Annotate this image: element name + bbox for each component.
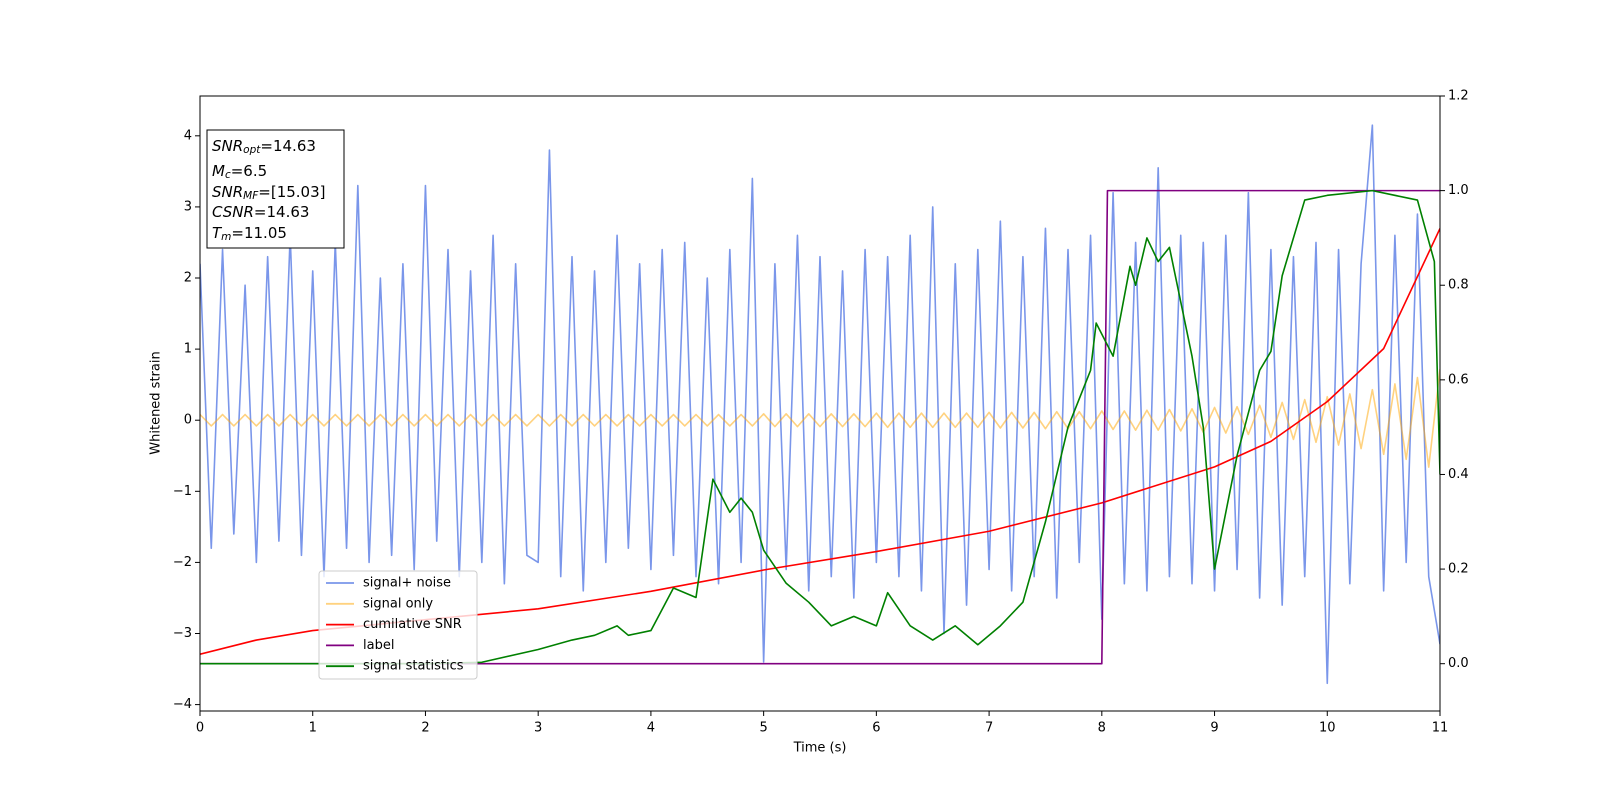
annotation-base: CSNR bbox=[212, 203, 254, 221]
y2-tick-label: 0.6 bbox=[1448, 372, 1469, 387]
legend-label: label bbox=[363, 638, 394, 653]
y-tick-label: 1 bbox=[184, 342, 192, 357]
x-tick-label: 11 bbox=[1432, 721, 1449, 736]
annotation-rest: =[15.03] bbox=[258, 183, 325, 201]
y-axis-label: Whitened strain bbox=[149, 351, 164, 454]
annotation-sub: opt bbox=[243, 144, 261, 156]
x-tick-label: 3 bbox=[534, 721, 542, 736]
series-line bbox=[200, 189, 1440, 665]
y-tick-label: 0 bbox=[184, 413, 192, 428]
x-tick-label: 10 bbox=[1319, 721, 1336, 736]
y2-tick-label: 0.4 bbox=[1448, 467, 1469, 482]
x-tick-label: 2 bbox=[421, 721, 429, 736]
y2-tick-label: 0.8 bbox=[1448, 278, 1469, 293]
annotation-line: CSNR=14.63 bbox=[212, 203, 309, 221]
y2-tick-label: 0.2 bbox=[1448, 562, 1469, 577]
annotation-rest: =11.05 bbox=[231, 224, 287, 242]
annotation-sub: m bbox=[221, 231, 231, 243]
annotation-base: SNR bbox=[212, 137, 243, 155]
legend-label: signal+ noise bbox=[363, 576, 451, 591]
y-tick-label: −4 bbox=[173, 697, 192, 712]
y-tick-label: 3 bbox=[184, 199, 192, 214]
annotation-sub: MF bbox=[243, 190, 259, 202]
x-tick-label: 8 bbox=[1098, 721, 1106, 736]
y-tick-label: 2 bbox=[184, 271, 192, 286]
annotation-rest: =6.5 bbox=[231, 162, 267, 180]
legend-box bbox=[318, 570, 478, 680]
x-tick-label: 6 bbox=[872, 721, 880, 736]
axes-frame bbox=[199, 95, 1441, 712]
y-tick-label: −2 bbox=[173, 555, 192, 570]
annotation-rest: =14.63 bbox=[260, 137, 316, 155]
x-tick-label: 7 bbox=[985, 721, 993, 736]
y-tick-label: −1 bbox=[173, 484, 192, 499]
annotation-base: M bbox=[212, 162, 225, 180]
y-tick-label: 4 bbox=[184, 128, 192, 143]
annotation-sub: c bbox=[225, 169, 231, 181]
legend-label: signal statistics bbox=[363, 659, 464, 674]
x-tick-label: 5 bbox=[759, 721, 767, 736]
y2-tick-label: 0.0 bbox=[1448, 656, 1469, 671]
y2-tick-label: 1.0 bbox=[1448, 183, 1469, 198]
annotation-base: T bbox=[212, 224, 223, 242]
series-line bbox=[200, 368, 1440, 468]
annotation-base: SNR bbox=[212, 183, 243, 201]
x-tick-label: 0 bbox=[196, 721, 204, 736]
annotation-line: Tm=11.05 bbox=[212, 224, 287, 244]
annotation-box bbox=[206, 129, 345, 249]
legend-label: signal only bbox=[363, 596, 433, 611]
x-tick-label: 4 bbox=[647, 721, 655, 736]
annotation-line: SNRopt=14.63 bbox=[212, 137, 316, 157]
annotation-line: SNRMF=[15.03] bbox=[212, 183, 326, 203]
y-tick-label: −3 bbox=[173, 626, 192, 641]
annotation-line: Mc=6.5 bbox=[212, 162, 267, 182]
x-tick-label: 9 bbox=[1210, 721, 1218, 736]
x-axis-label: Time (s) bbox=[793, 741, 847, 756]
y2-tick-label: 1.2 bbox=[1448, 89, 1469, 104]
x-tick-label: 1 bbox=[309, 721, 317, 736]
annotation-rest: =14.63 bbox=[254, 203, 310, 221]
legend-label: cumilative SNR bbox=[363, 617, 462, 632]
series-line bbox=[200, 189, 1440, 665]
